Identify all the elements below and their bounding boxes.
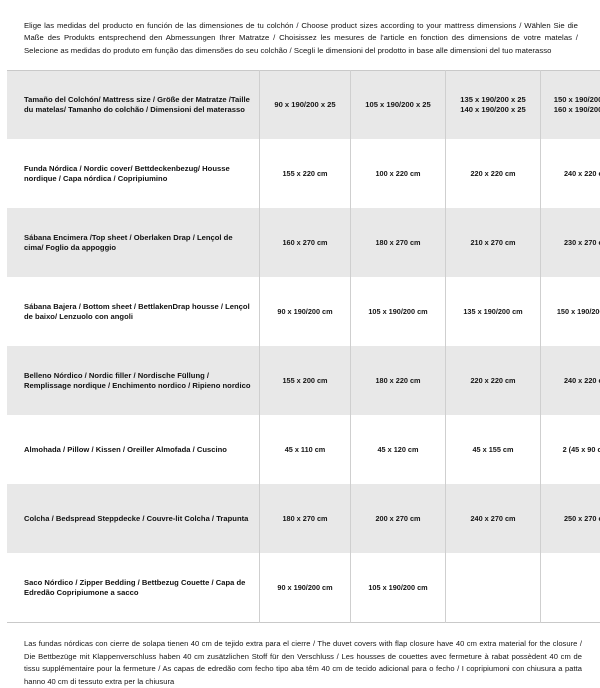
header-col-3: 135 x 190/200 x 25 140 x 190/200 x 25	[446, 71, 541, 140]
footnote-paragraph: Las fundas nórdicas con cierre de solapa…	[0, 623, 600, 688]
header-col-4: 150 x 190/200 x 25 160 x 190/200 x 25	[541, 71, 600, 140]
table-row: Sábana Bajera / Bottom sheet / Bettlaken…	[7, 277, 600, 346]
table-row: Funda Nórdica / Nordic cover/ Bettdecken…	[7, 139, 600, 208]
row-value: 220 x 220 cm	[446, 139, 541, 208]
row-value: 90 x 190/200 cm	[260, 277, 351, 346]
row-label: Sábana Bajera / Bottom sheet / Bettlaken…	[7, 277, 260, 346]
table-row: Belleno Nórdico / Nordic filler / Nordis…	[7, 346, 600, 415]
row-value: 90 x 190/200 cm	[260, 553, 351, 623]
row-value: 100 x 220 cm	[351, 139, 446, 208]
row-label: Funda Nórdica / Nordic cover/ Bettdecken…	[7, 139, 260, 208]
table-row: Saco Nórdico / Zipper Bedding / Bettbezu…	[7, 553, 600, 623]
row-value: 180 x 220 cm	[351, 346, 446, 415]
row-value: 180 x 270 cm	[260, 484, 351, 553]
row-value: 155 x 200 cm	[260, 346, 351, 415]
row-value: 250 x 270 cm	[541, 484, 600, 553]
row-value: 45 x 120 cm	[351, 415, 446, 484]
header-col-1: 90 x 190/200 x 25	[260, 71, 351, 140]
table-row: Colcha / Bedspread Steppdecke / Couvre-l…	[7, 484, 600, 553]
header-col-2: 105 x 190/200 x 25	[351, 71, 446, 140]
row-value: 230 x 270 cm	[541, 208, 600, 277]
row-value: 240 x 220 cm	[541, 346, 600, 415]
mattress-size-table: Tamaño del Colchón/ Mattress size / Größ…	[7, 70, 600, 623]
row-label: Colcha / Bedspread Steppdecke / Couvre-l…	[7, 484, 260, 553]
row-value: 220 x 220 cm	[446, 346, 541, 415]
intro-paragraph: Elige las medidas del producto en funció…	[0, 0, 600, 57]
row-value: 210 x 270 cm	[446, 208, 541, 277]
row-value	[446, 553, 541, 623]
row-value: 2 (45 x 90 cm)	[541, 415, 600, 484]
row-value: 45 x 110 cm	[260, 415, 351, 484]
row-value: 150 x 190/200 cm	[541, 277, 600, 346]
table-row: Sábana Encimera /Top sheet / Oberlaken D…	[7, 208, 600, 277]
row-value: 180 x 270 cm	[351, 208, 446, 277]
row-label: Saco Nórdico / Zipper Bedding / Bettbezu…	[7, 553, 260, 623]
table-row: Almohada / Pillow / Kissen / Oreiller Al…	[7, 415, 600, 484]
row-value: 160 x 270 cm	[260, 208, 351, 277]
table-header-row: Tamaño del Colchón/ Mattress size / Größ…	[7, 71, 600, 140]
row-value: 240 x 270 cm	[446, 484, 541, 553]
product-size-guide-page: Elige las medidas del producto en funció…	[0, 0, 600, 600]
row-value: 155 x 220 cm	[260, 139, 351, 208]
row-label: Almohada / Pillow / Kissen / Oreiller Al…	[7, 415, 260, 484]
row-value: 105 x 190/200 cm	[351, 277, 446, 346]
row-label: Sábana Encimera /Top sheet / Oberlaken D…	[7, 208, 260, 277]
header-label-cell: Tamaño del Colchón/ Mattress size / Größ…	[7, 71, 260, 140]
row-value: 135 x 190/200 cm	[446, 277, 541, 346]
row-value: 105 x 190/200 cm	[351, 553, 446, 623]
row-value: 200 x 270 cm	[351, 484, 446, 553]
row-value: 45 x 155 cm	[446, 415, 541, 484]
row-value	[541, 553, 600, 623]
row-value: 240 x 220 cm	[541, 139, 600, 208]
table-body: Tamaño del Colchón/ Mattress size / Größ…	[7, 71, 600, 623]
row-label: Belleno Nórdico / Nordic filler / Nordis…	[7, 346, 260, 415]
